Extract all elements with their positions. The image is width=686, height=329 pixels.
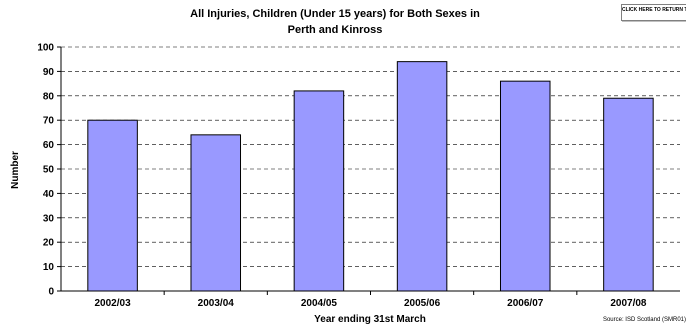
y-tick-label: 20 [43, 238, 55, 249]
bar [293, 90, 345, 292]
x-tick-label: 2005/06 [404, 298, 441, 309]
bar [396, 61, 448, 292]
bars [87, 61, 654, 292]
y-tick-label: 40 [43, 189, 55, 200]
y-ticks: 0 10 20 30 40 50 60 70 80 90 100 [37, 43, 61, 298]
chart-title-line2: Perth and Kinross [287, 24, 383, 36]
y-tick-label: 0 [48, 287, 54, 298]
source-note: Source: ISD Scotland (SMR01) [602, 317, 686, 323]
x-ticks: 2002/03 2003/04 2004/05 2005/06 2006/07 2007/… [95, 291, 647, 309]
chart-title-line1: All Injuries, Children (Under 15 years) … [190, 8, 480, 20]
x-tick-label: 2004/05 [301, 298, 338, 309]
bar [190, 134, 242, 292]
y-tick-label: 100 [37, 43, 54, 54]
y-tick-label: 60 [43, 140, 55, 151]
return-to-main-menu-button[interactable]: CLICK HERE TO RETURN TO MAIN MENU [621, 4, 686, 21]
y-tick-label: 70 [43, 116, 55, 127]
bar [603, 97, 654, 292]
x-axis-title: Year ending 31st March [314, 314, 426, 325]
y-tick-label: 80 [43, 91, 55, 102]
y-tick-label: 30 [43, 213, 55, 224]
y-tick-label: 90 [43, 67, 55, 78]
gridlines [61, 46, 680, 267]
y-tick-label: 50 [43, 165, 55, 176]
bar [87, 119, 138, 292]
x-tick-label: 2003/04 [198, 298, 235, 309]
x-tick-label: 2006/07 [507, 298, 544, 309]
x-tick-label: 2002/03 [95, 298, 132, 309]
y-tick-label: 10 [43, 262, 55, 273]
y-axis-title: Number [10, 151, 21, 189]
bar [499, 80, 551, 292]
x-tick-label: 2007/08 [610, 298, 647, 309]
